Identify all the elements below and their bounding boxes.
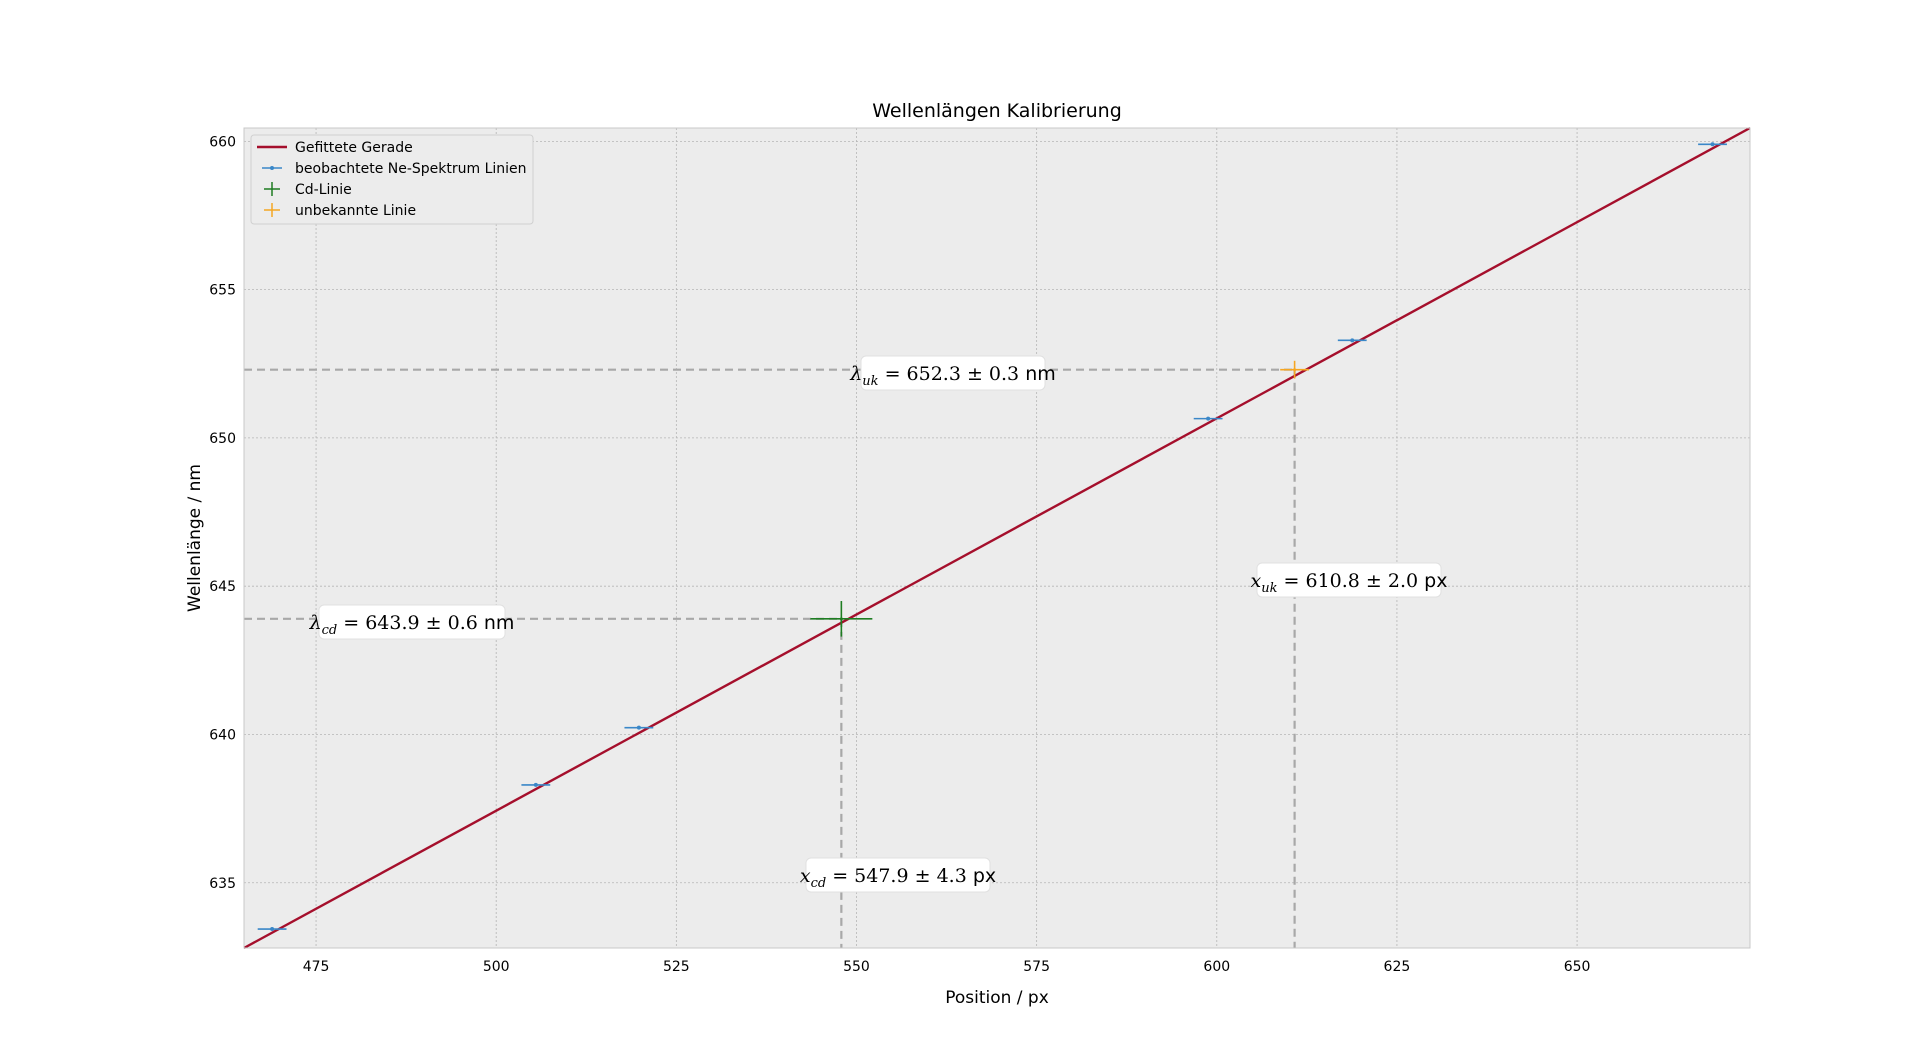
x-tick-label: 550: [843, 959, 870, 975]
x-tick-label: 650: [1564, 959, 1591, 975]
annotation-text: λcd = 643.9 ± 0.6 nm: [309, 612, 515, 638]
point-marker: [533, 782, 538, 787]
x-tick-label: 525: [663, 959, 690, 975]
lambda-uk-annotation: λuk = 652.3 ± 0.3 nm: [849, 355, 1056, 391]
y-tick-label: 635: [209, 876, 236, 892]
x-tick-label: 500: [483, 959, 510, 975]
point-marker: [1710, 142, 1715, 147]
point-marker: [1350, 338, 1355, 343]
y-tick-label: 645: [209, 579, 236, 595]
y-tick-label: 660: [209, 134, 236, 150]
annotation-box: [860, 355, 1046, 391]
legend-items: Gefittete Gerade beobachtete Ne-Spektrum …: [257, 140, 527, 219]
legend-label: Gefittete Gerade: [295, 140, 413, 156]
annotation-text: xuk = 610.8 ± 2.0 px: [1251, 570, 1448, 596]
annotations-layer: λuk = 652.3 ± 0.3 nm λcd = 643.9 ± 0.6 nm…: [309, 355, 1448, 893]
x-cd-annotation: xcd = 547.9 ± 4.3 px: [800, 857, 996, 893]
legend-label: beobachtete Ne-Spektrum Linien: [295, 161, 527, 177]
legend-item: beobachtete Ne-Spektrum Linien: [262, 161, 527, 177]
x-axis-label: Position / px: [945, 988, 1049, 1008]
x-tick-label: 475: [303, 959, 330, 975]
legend-label: unbekannte Linie: [295, 203, 416, 219]
chart-title: Wellenlängen Kalibrierung: [872, 100, 1122, 122]
axis-ticks: 475 500 525 550 575 600 625 650 635 640 645 650 655 6…: [209, 134, 1590, 975]
data-points-layer: [257, 142, 1727, 932]
legend-box: [250, 134, 534, 225]
x-uk-annotation: xuk = 610.8 ± 2.0 px: [1251, 562, 1448, 598]
point-marker: [1206, 416, 1211, 421]
point-marker: [270, 927, 275, 932]
annotation-box: [805, 857, 991, 893]
ne-line-point: [1337, 338, 1367, 343]
y-tick-label: 655: [209, 283, 236, 299]
annotation-box: [318, 604, 506, 640]
fit-line-layer: [243, 126, 1751, 950]
x-tick-label: 600: [1203, 959, 1230, 975]
legend-swatch-dot: [270, 166, 274, 170]
ne-line-point: [624, 725, 654, 730]
annotation-text: λuk = 652.3 ± 0.3 nm: [849, 363, 1056, 389]
y-axis-label: Wellenlänge / nm: [185, 464, 205, 612]
annotation-text: xcd = 547.9 ± 4.3 px: [800, 865, 996, 891]
legend: Gefittete Gerade beobachtete Ne-Spektrum …: [250, 134, 534, 225]
plot-frame: [243, 127, 1751, 949]
lambda-cd-annotation: λcd = 643.9 ± 0.6 nm: [309, 604, 515, 640]
unknown-line-point: [1280, 360, 1310, 379]
point-marker: [1293, 368, 1297, 372]
x-tick-label: 625: [1384, 959, 1411, 975]
ne-line-point: [521, 782, 551, 787]
legend-item: Cd-Linie: [264, 182, 352, 198]
guide-lines: [244, 368, 1296, 948]
ne-line-point: [257, 927, 287, 932]
y-tick-label: 640: [209, 727, 236, 743]
legend-item: Gefittete Gerade: [257, 140, 413, 156]
point-marker: [636, 725, 641, 730]
legend-label: Cd-Linie: [295, 182, 352, 198]
ne-line-point: [1193, 416, 1223, 421]
cd-line-point: [810, 601, 873, 637]
point-marker: [839, 617, 843, 621]
annotation-box: [1256, 562, 1442, 598]
x-tick-label: 575: [1023, 959, 1050, 975]
ne-line-point: [1698, 142, 1727, 147]
y-tick-label: 650: [209, 431, 236, 447]
grid-lines: [244, 128, 1750, 948]
legend-item: unbekannte Linie: [264, 203, 416, 219]
fit-line: [243, 126, 1751, 950]
